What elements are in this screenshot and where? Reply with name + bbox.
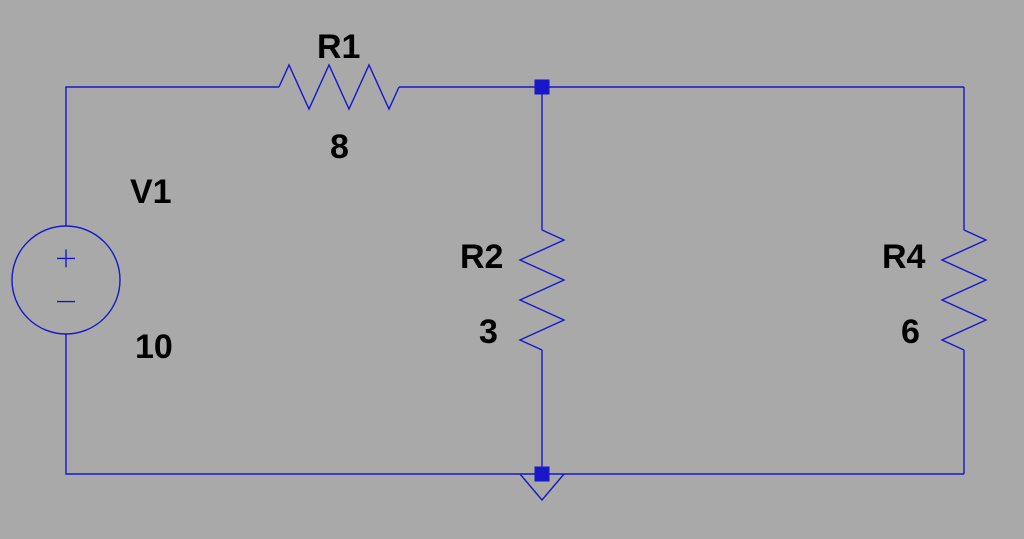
r4-value-label: 6 <box>901 315 920 349</box>
r2-body <box>520 230 564 350</box>
junction-1 <box>535 467 549 481</box>
v1-circle <box>12 226 120 334</box>
junction-0 <box>535 80 549 94</box>
r1-body <box>279 65 399 109</box>
circuit-svg <box>0 0 1024 539</box>
r4-body <box>942 230 986 350</box>
r2-name-label: R2 <box>460 240 503 274</box>
r1-name-label: R1 <box>317 30 360 64</box>
v1-name-label: V1 <box>130 175 172 209</box>
circuit-stage: V1 10 R1 8 R2 3 R4 6 <box>0 0 1024 539</box>
v1-value-label: 10 <box>135 330 173 364</box>
r1-value-label: 8 <box>330 130 349 164</box>
r4-name-label: R4 <box>882 240 925 274</box>
r2-value-label: 3 <box>479 315 498 349</box>
wire-top-left <box>66 87 279 226</box>
